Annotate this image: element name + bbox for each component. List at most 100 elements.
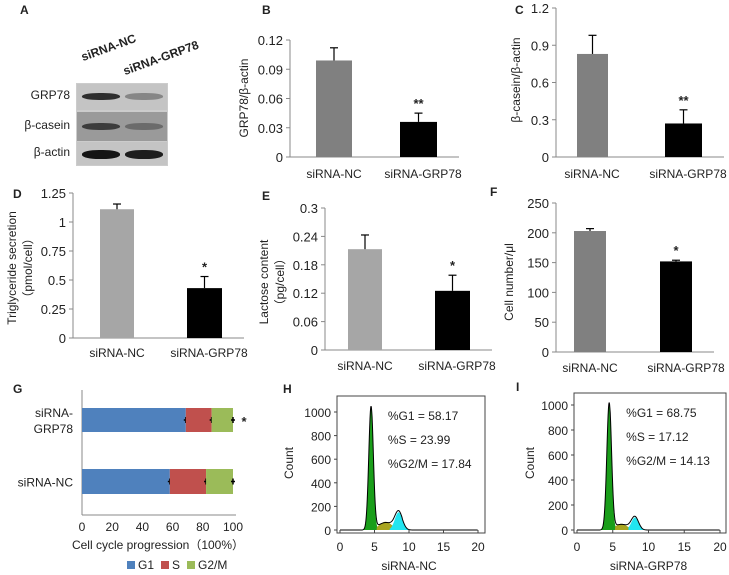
bar-b-nc bbox=[316, 60, 352, 157]
phase-percentage-h: %G1 = 58.17 bbox=[388, 409, 459, 423]
x-tick-label-i: 0 bbox=[574, 540, 581, 554]
x-category-label-b: siRNA-NC bbox=[306, 167, 362, 181]
y-axis-label-b: GRP78/β-actin bbox=[237, 59, 251, 138]
phase-percentage-h: %G2/M = 17.84 bbox=[388, 457, 472, 471]
y-axis-label-c: β-casein/β-actin bbox=[509, 37, 523, 122]
panel-letter-e: E bbox=[262, 189, 270, 203]
y-tick-label-f: 0 bbox=[542, 345, 549, 360]
y-tick-label-f: 100 bbox=[527, 285, 549, 300]
x-tick-label-h: 0 bbox=[337, 540, 344, 554]
y-tick-label-h: 1000 bbox=[304, 406, 331, 420]
y-tick-label-i: 0 bbox=[561, 524, 568, 538]
x-category-label-b: siRNA-GRP78 bbox=[384, 167, 462, 181]
x-category-label-f: siRNA-NC bbox=[562, 361, 618, 375]
bar-segment-s bbox=[185, 408, 212, 432]
significance-mark-b: ** bbox=[413, 96, 424, 111]
y-tick-label-e: 0.18 bbox=[293, 258, 318, 273]
y-tick-label-e: 0 bbox=[311, 343, 318, 358]
blot-band bbox=[125, 149, 163, 159]
y-tick-label-b: 0.12 bbox=[258, 33, 283, 48]
blot-band bbox=[125, 93, 163, 100]
phase-percentage-i: %G2/M = 14.13 bbox=[626, 454, 710, 468]
y-axis-label-unit-d: （pmol/cell） bbox=[21, 232, 35, 303]
legend-label: G1 bbox=[138, 558, 154, 572]
y-tick-label-h: 800 bbox=[311, 430, 331, 444]
bar-segment-g1 bbox=[82, 469, 170, 494]
histogram-outline-h bbox=[340, 405, 478, 531]
g2m-peak-i bbox=[628, 517, 649, 530]
blot-band bbox=[82, 149, 120, 159]
bar-e-nc bbox=[348, 249, 382, 350]
g1-peak-i bbox=[600, 402, 619, 530]
s-phase-i bbox=[614, 523, 633, 530]
bar-f-nc bbox=[574, 231, 606, 352]
y-tick-label-d: 1 bbox=[59, 215, 66, 230]
y-axis-label-h: Count bbox=[282, 446, 296, 479]
y-tick-label-i: 800 bbox=[548, 424, 568, 438]
y-axis-label-e: Lactose content bbox=[257, 239, 271, 324]
panel-letter-h: H bbox=[283, 382, 292, 396]
y-tick-label-e: 0.24 bbox=[293, 229, 318, 244]
y-tick-label-c: 1.2 bbox=[531, 1, 549, 16]
y-axis-label-d: Triglyceride secretion bbox=[5, 211, 19, 325]
bar-b-grp78 bbox=[400, 121, 437, 157]
blot-band bbox=[82, 93, 120, 100]
y-tick-label-c: 0.9 bbox=[531, 38, 549, 53]
y-axis-label-f: Cell number/μl bbox=[502, 243, 516, 321]
plot-frame-h bbox=[336, 395, 486, 534]
blot-label: β-actin bbox=[33, 144, 70, 159]
y-axis-label-i: Count bbox=[523, 446, 537, 479]
panel-letter-i: I bbox=[516, 380, 519, 394]
bar-segment-g2m bbox=[211, 408, 233, 432]
x-tick-label-h: 5 bbox=[371, 540, 378, 554]
y-tick-label-i: 600 bbox=[548, 449, 568, 463]
y-tick-label-f: 200 bbox=[527, 226, 549, 241]
y-tick-label-b: 0.06 bbox=[258, 92, 283, 107]
panel-letter-a: A bbox=[20, 3, 29, 17]
significance-mark-f: * bbox=[673, 243, 679, 258]
y-tick-label-d: 0 bbox=[59, 331, 66, 346]
blot-band bbox=[125, 122, 163, 130]
significance-mark-g: * bbox=[241, 414, 247, 429]
y-tick-label-h: 200 bbox=[311, 500, 331, 514]
blot-label: β-casein bbox=[24, 117, 70, 132]
x-category-label-e: siRNA-GRP78 bbox=[418, 359, 496, 373]
blot-row bbox=[76, 111, 168, 142]
phase-percentage-h: %S = 23.99 bbox=[388, 433, 451, 447]
y-tick-label-c: 0 bbox=[542, 150, 549, 165]
x-category-label-e: siRNA-NC bbox=[337, 359, 393, 373]
significance-mark-c: ** bbox=[678, 93, 689, 108]
legend-label: S bbox=[172, 558, 180, 572]
g2m-peak-h bbox=[389, 512, 409, 530]
significance-mark-d: * bbox=[202, 260, 208, 275]
x-category-label-c: siRNA-GRP78 bbox=[649, 167, 727, 181]
x-axis-label-g: Cell cycle progression（100%） bbox=[72, 538, 244, 552]
x-tick-label-i: 15 bbox=[678, 540, 692, 554]
blot-band bbox=[82, 122, 120, 130]
x-category-label-d: siRNA-NC bbox=[89, 346, 145, 360]
legend-swatch-g1 bbox=[127, 561, 135, 569]
phase-percentage-i: %S = 17.12 bbox=[626, 430, 689, 444]
y-tick-label-c: 0.6 bbox=[531, 76, 549, 91]
y-tick-label-e: 0.06 bbox=[293, 315, 318, 330]
bar-e-grp78 bbox=[435, 290, 470, 350]
significance-mark-e: * bbox=[450, 258, 456, 273]
bar-d-grp78 bbox=[187, 288, 222, 338]
x-category-label-d: siRNA-GRP78 bbox=[170, 346, 248, 360]
y-tick-label-i: 400 bbox=[548, 474, 568, 488]
x-tick-label-g: 100 bbox=[223, 520, 243, 534]
y-category-label-g: siRNA- bbox=[35, 406, 73, 420]
x-axis-label-i: siRNA-GRP78 bbox=[610, 559, 688, 573]
x-category-label-f: siRNA-GRP78 bbox=[647, 361, 725, 375]
x-tick-label-h: 10 bbox=[402, 540, 416, 554]
x-tick-label-g: 80 bbox=[196, 520, 210, 534]
panel-letter-g: G bbox=[13, 382, 22, 396]
y-category-label-g: siRNA-NC bbox=[18, 476, 74, 490]
y-tick-label-d: 1.25 bbox=[41, 186, 66, 201]
y-tick-label-f: 150 bbox=[527, 256, 549, 271]
x-tick-label-h: 15 bbox=[437, 540, 451, 554]
panel-letter-d: D bbox=[13, 187, 22, 201]
y-tick-label-f: 50 bbox=[535, 315, 549, 330]
blot-row bbox=[76, 141, 168, 166]
